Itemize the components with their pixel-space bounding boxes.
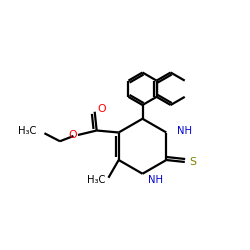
Text: O: O [68,130,77,140]
Text: NH: NH [177,126,192,136]
Text: H₃C: H₃C [87,175,106,185]
Text: S: S [189,157,196,167]
Text: NH: NH [148,175,163,185]
Text: O: O [97,104,106,114]
Text: H₃C: H₃C [18,126,36,136]
